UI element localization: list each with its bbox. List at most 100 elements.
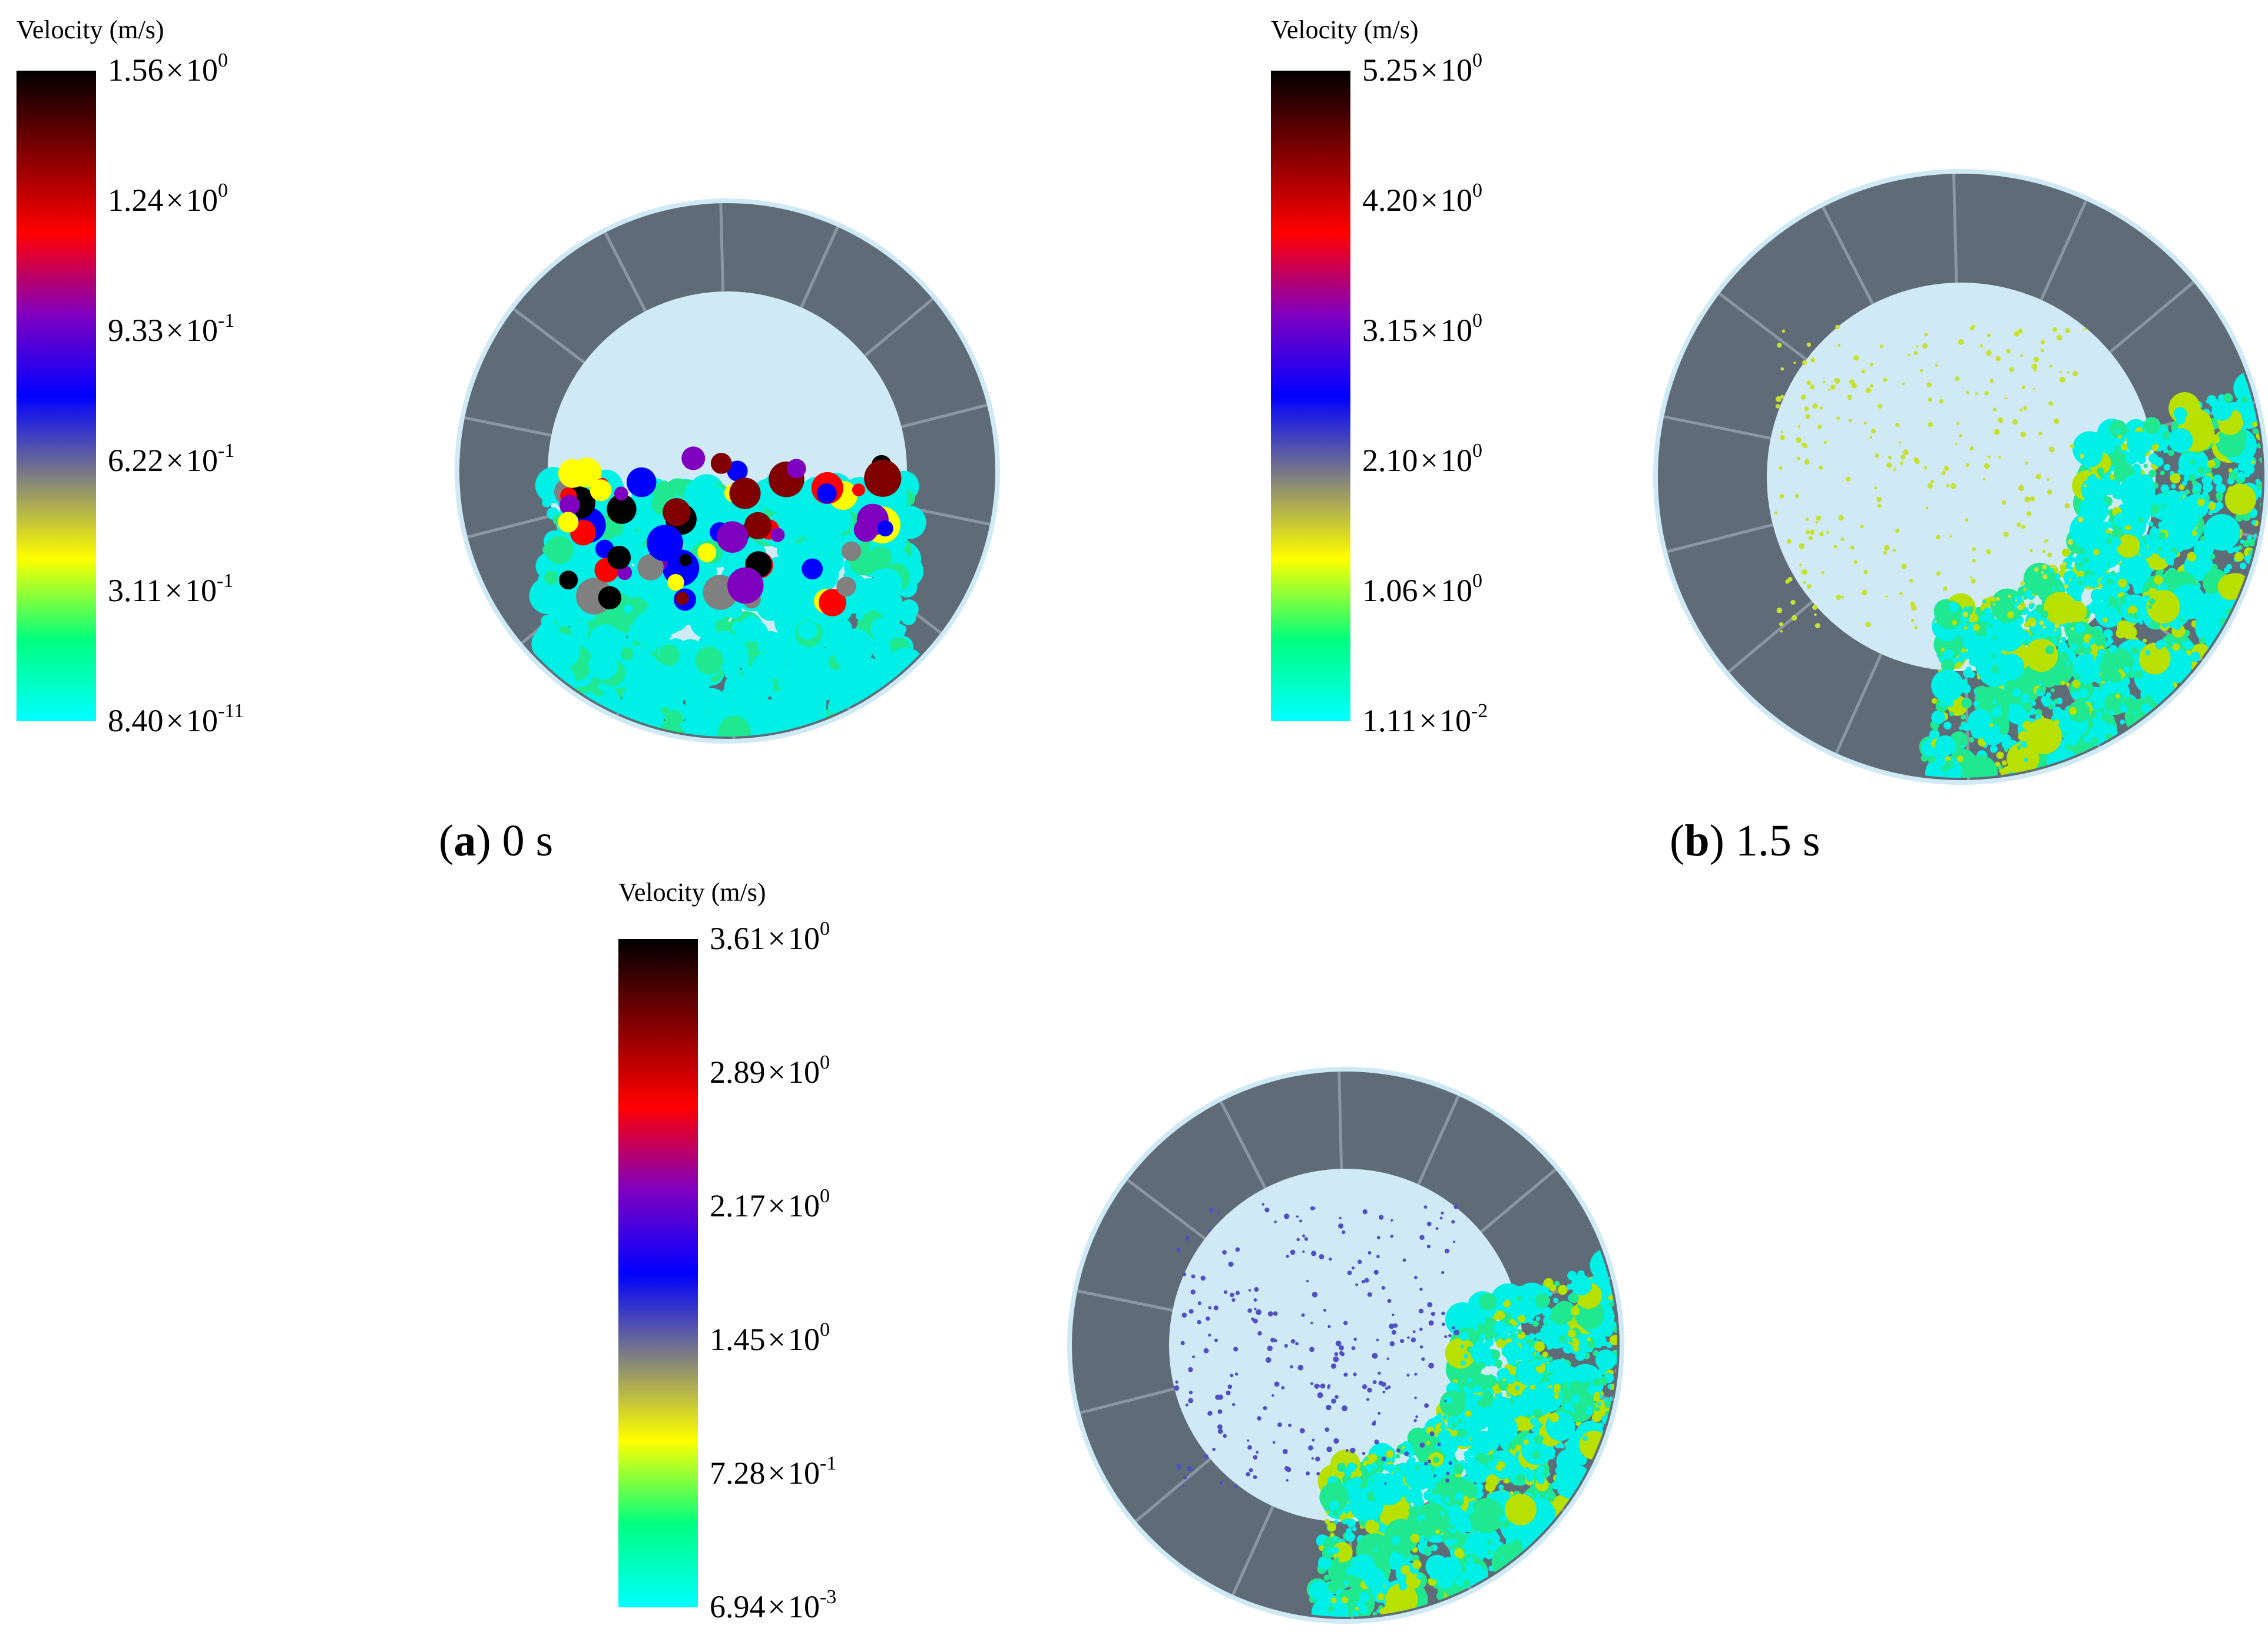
particle	[2187, 552, 2197, 562]
particle	[2017, 745, 2021, 750]
particle	[2023, 595, 2028, 600]
particle	[2206, 635, 2211, 640]
particle	[2110, 439, 2114, 443]
particle	[853, 731, 867, 737]
particle	[1341, 1405, 1347, 1411]
liner-segment-c	[1077, 1289, 1173, 1312]
particle	[2007, 742, 2039, 775]
particle	[2215, 483, 2226, 494]
particle	[2245, 465, 2255, 475]
particle	[1453, 1329, 1460, 1336]
particle	[2031, 700, 2037, 707]
particle	[1439, 1216, 1443, 1220]
particle	[1208, 1334, 1211, 1337]
particle	[1803, 581, 1806, 584]
particle	[2107, 446, 2115, 454]
particle	[2101, 427, 2111, 437]
particle	[1518, 1315, 1526, 1323]
particle	[1347, 1270, 1352, 1275]
particle	[1395, 1464, 1399, 1469]
particle	[864, 459, 902, 497]
particle	[1549, 1284, 1557, 1292]
particle	[1329, 1533, 1335, 1538]
particle	[545, 721, 577, 737]
particle	[1515, 1385, 1520, 1391]
particle	[1545, 1493, 1549, 1498]
particle	[1400, 1339, 1405, 1344]
particle	[542, 498, 552, 508]
particle	[1327, 1523, 1336, 1532]
particle	[1542, 1351, 1548, 1358]
particle	[1883, 545, 1890, 551]
particle	[627, 467, 657, 498]
particle	[1940, 756, 1944, 760]
particle	[1956, 422, 1960, 425]
particle	[1183, 1475, 1187, 1480]
particle	[1874, 486, 1878, 490]
particle	[751, 717, 770, 736]
particle	[1433, 1474, 1436, 1477]
particle	[592, 724, 620, 737]
particle	[1475, 1504, 1481, 1510]
particle	[1290, 1365, 1293, 1369]
particle	[1877, 503, 1882, 508]
particle	[2015, 711, 2020, 715]
particle	[1526, 1474, 1534, 1482]
particle	[1819, 532, 1824, 536]
particle	[1528, 1333, 1536, 1341]
particle	[2054, 623, 2060, 629]
particle	[537, 686, 572, 721]
particle	[1535, 1351, 1541, 1357]
particle	[641, 628, 657, 644]
particle	[1188, 1391, 1193, 1395]
particle	[2199, 637, 2206, 645]
particle	[2133, 711, 2137, 715]
particle	[1971, 724, 1985, 739]
particle	[1386, 1357, 1390, 1361]
liner-segment-b	[1727, 601, 1813, 673]
particle	[1968, 737, 1975, 743]
particle	[681, 446, 706, 470]
particle	[2118, 578, 2127, 588]
particle	[1346, 1528, 1352, 1534]
particle	[1534, 1341, 1545, 1352]
particle	[1968, 606, 1974, 611]
particles-b	[1774, 324, 2262, 778]
tick-label-c-4: 7.28×10-1	[710, 1452, 837, 1491]
particle	[542, 686, 570, 714]
particle	[1853, 355, 1859, 361]
particle	[562, 721, 571, 729]
particle	[1780, 630, 1783, 633]
particle	[2143, 638, 2147, 643]
particle	[1393, 1323, 1398, 1328]
particle	[1517, 1328, 1522, 1334]
particle	[623, 604, 633, 614]
particle	[1805, 518, 1809, 521]
particle	[2112, 671, 2122, 682]
particle	[2110, 486, 2118, 493]
particle	[1991, 707, 2002, 718]
particle	[2115, 429, 2120, 434]
particle	[1966, 666, 1972, 672]
particle	[1537, 1465, 1545, 1473]
particle	[2224, 483, 2256, 515]
particle	[2133, 467, 2142, 476]
particle	[2029, 601, 2033, 605]
colorbar-a	[16, 71, 96, 721]
particle	[2035, 604, 2045, 613]
particle	[2056, 334, 2062, 341]
particle	[2077, 666, 2087, 676]
particle	[685, 688, 711, 714]
particle	[1378, 1411, 1381, 1415]
particle	[2138, 517, 2144, 523]
particle	[2217, 573, 2244, 601]
particle	[1390, 1219, 1393, 1222]
particle	[1802, 360, 1807, 366]
particle	[2044, 540, 2047, 543]
particle	[1883, 550, 1887, 555]
particle	[1428, 1320, 1434, 1326]
particle	[777, 676, 792, 690]
particle	[2122, 603, 2130, 610]
particle	[1929, 729, 1940, 740]
tick-label-a-1: 1.24×100	[108, 180, 228, 218]
